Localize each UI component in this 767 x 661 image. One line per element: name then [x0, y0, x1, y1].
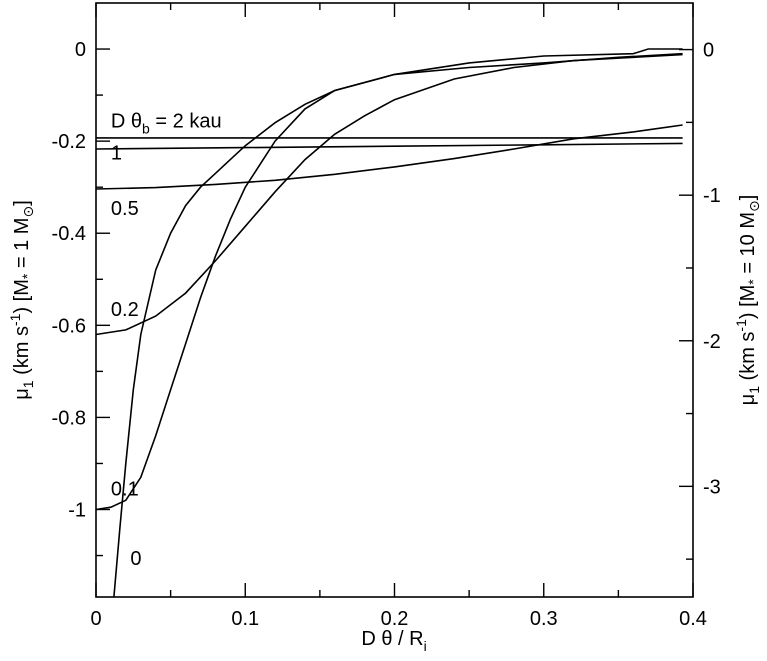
curve-label: 0.1 — [111, 479, 139, 501]
y-left-tick-label: -0.6 — [52, 315, 86, 337]
y-left-tick-label: 0 — [75, 39, 86, 61]
y-left-tick-label: -0.4 — [52, 223, 86, 245]
y-right-tick-label: 0 — [703, 40, 714, 62]
x-tick-label: 0.3 — [530, 608, 558, 630]
series-line-0-1 — [95, 52, 683, 511]
curve-label: 0.2 — [111, 299, 139, 321]
y-axis-label-right: μ1 (km s-1) [M* = 10 M⊙] — [733, 195, 762, 406]
series-line-0 — [113, 48, 683, 598]
y-right-tick-label: -1 — [703, 185, 721, 207]
x-tick-label: 0.4 — [679, 608, 707, 630]
curve-labels: D θb = 2 kau 1 0.5 0.2 0.1 0 — [111, 110, 222, 569]
curve-label: 1 — [111, 143, 122, 165]
series-line-0-2 — [95, 53, 683, 336]
y-right-tick-label: -2 — [703, 331, 721, 353]
x-axis-label: D θ / Ri — [361, 628, 426, 654]
curve-label: 0 — [130, 548, 141, 570]
series-line-0-5 — [95, 124, 683, 190]
curve-label: 0.5 — [111, 198, 139, 220]
y-axis-label-left: μ1 (km s-1) [M* = 1 M⊙] — [7, 200, 36, 400]
y-left-tick-label: -0.8 — [52, 407, 86, 429]
curve-label: D θb = 2 kau — [111, 110, 222, 136]
x-tick-label: 0.1 — [231, 608, 259, 630]
plot-frame — [95, 2, 694, 598]
x-tick-label: 0 — [90, 608, 101, 630]
x-tick-label: 0.2 — [381, 608, 409, 630]
tick-labels: 0 0.1 0.2 0.3 0.4 0 -0.2 -0.4 -0.6 -0.8 -1 0 -1 -2 -3 — [52, 39, 721, 630]
axis-ticks — [95, 3, 694, 597]
y-left-tick-label: -1 — [68, 500, 86, 522]
series-line-1 — [95, 142, 683, 150]
series-group — [95, 48, 683, 598]
y-right-tick-label: -3 — [703, 476, 721, 498]
y-left-tick-label: -0.2 — [52, 131, 86, 153]
